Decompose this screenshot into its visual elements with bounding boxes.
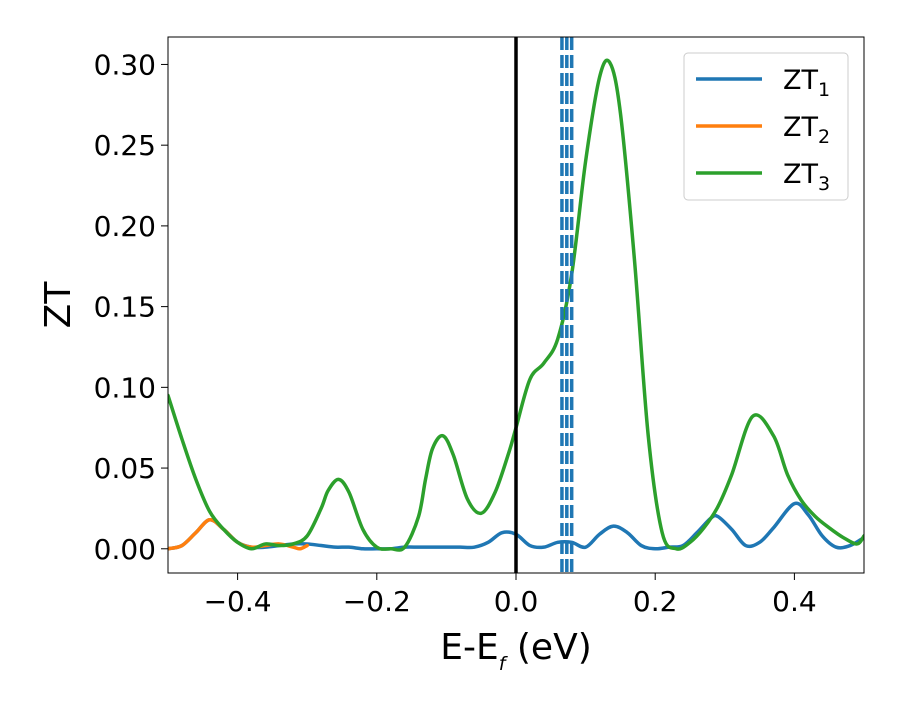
y-tick-label: 0.30 (94, 48, 156, 81)
y-tick-label: 0.15 (94, 291, 156, 324)
x-tick-label: 0.4 (772, 585, 817, 618)
legend-label-zt3: ZT3 (783, 159, 830, 195)
lines-layer (168, 37, 864, 573)
legend-label-zt2: ZT2 (783, 112, 830, 148)
y-tick-label: 0.00 (94, 533, 156, 566)
series-line-zt3 (168, 58, 864, 552)
x-axis-title: E-Ef (eV) (440, 627, 592, 675)
legend-label-zt1: ZT1 (783, 65, 830, 101)
legend: ZT1 ZT2 ZT3 (683, 52, 849, 201)
x-tick-label: 0.0 (494, 585, 539, 618)
x-tick-label: −0.2 (343, 585, 411, 618)
x-tick-label: −0.4 (204, 585, 272, 618)
x-axis-title-main: E-E (440, 627, 498, 668)
y-tick-label: 0.20 (94, 210, 156, 243)
legend-box (683, 52, 849, 201)
y-tick-label: 0.05 (94, 452, 156, 485)
y-axis-title: ZT (38, 281, 79, 329)
x-tick-label: 0.2 (633, 585, 678, 618)
ticks-layer: −0.4 −0.2 0.0 0.2 0.4 0.00 0.05 0.10 0.15 0.20 0.2… (94, 48, 817, 618)
y-tick-label: 0.25 (94, 129, 156, 162)
x-axis-title-subscript: f (499, 653, 509, 675)
y-tick-label: 0.10 (94, 371, 156, 404)
x-axis-title-unit: (eV) (505, 627, 591, 668)
